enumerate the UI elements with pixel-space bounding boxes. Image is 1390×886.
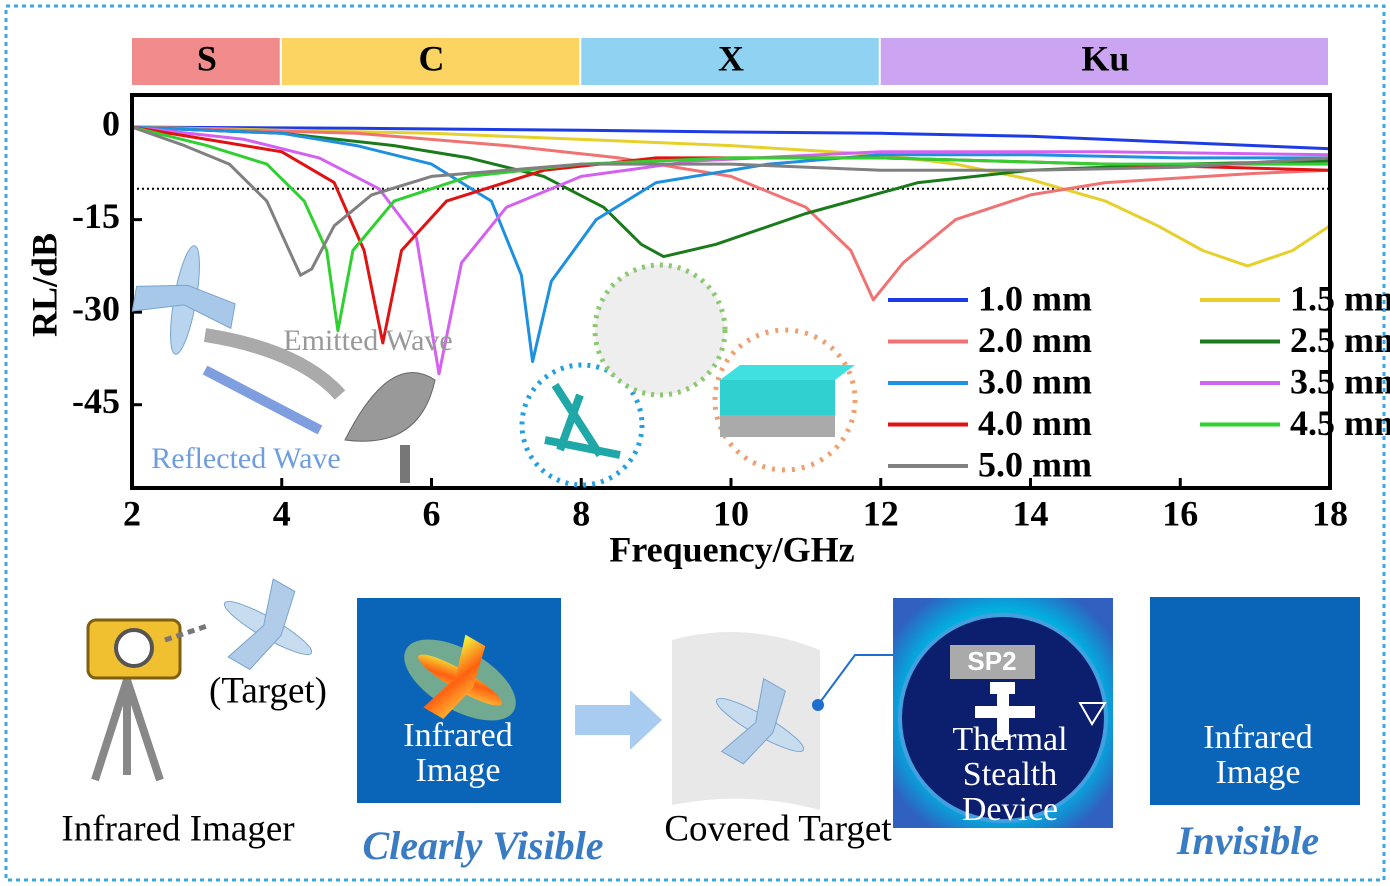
emitted-arrow [203,328,346,400]
y-tick-label: -30 [72,288,120,328]
band [132,38,280,85]
band-label: S [197,38,217,78]
covered-label: Covered Target [664,808,892,849]
image-label: Infrared [1203,719,1312,756]
band-label: Ku [1081,38,1129,78]
x-tick-label: 16 [1162,493,1198,533]
ir-image-right [1150,597,1360,805]
plot-frame [130,93,1332,490]
band-label: X [718,38,744,78]
x-tick-label: 4 [273,493,291,533]
legend-label: 3.0 mm [978,361,1092,401]
y-tick-label: -15 [72,196,120,236]
imager-label: Infrared Imager [61,808,294,849]
dish-icon [344,372,436,483]
y-axis-label: RL/dB [24,233,64,337]
device-label: Stealth [963,756,1057,793]
x-axis-label: Frequency/GHz [609,529,854,569]
legend-label: 4.5 mm [1290,403,1390,443]
series-line [131,125,1330,333]
x-tick-label: 12 [863,493,899,533]
labels: Emitted Wave Reflected Wave Infrared Ima… [61,324,1319,868]
tripod [91,667,164,782]
y-tick-label: 0 [102,103,120,143]
image-label: Image [416,752,501,789]
legend-label: 1.0 mm [978,278,1092,318]
flow-arrow [575,690,662,750]
x-tick-label: 10 [713,493,749,533]
series-line [131,125,1331,376]
inset-circle [519,362,645,488]
band [281,38,580,85]
series-line [131,125,1331,151]
x-tick-label: 8 [572,493,590,533]
x-tick-label: 18 [1312,493,1348,533]
band [581,38,879,85]
legend-label: 3.5 mm [1290,361,1390,401]
device-label: Device [962,791,1058,828]
layer-circle [712,327,858,473]
illustration [86,245,1360,828]
series-line [131,125,1331,259]
legend-label: 2.5 mm [1290,320,1390,360]
series-line [131,125,1331,268]
target-label: (Target) [209,670,327,711]
device-label: Thermal [952,721,1067,758]
series-line [131,125,1331,277]
frame [4,4,1386,882]
x-tick-label: 6 [423,493,441,533]
legend-label: 4.0 mm [978,403,1092,443]
image-label: Infrared [403,717,512,754]
x-tick-label: 14 [1013,493,1049,533]
invisible-label: Invisible [1176,818,1319,863]
chart: S C X Ku 2 4 6 8 10 12 14 16 18 0 -15 -30 -45 Frequency/G… [24,38,1390,569]
band [880,38,1328,85]
graphene-circle [592,262,728,398]
reflected-arrow [202,365,323,435]
sp2-label: SP2 [967,646,1016,676]
cnt-icon [544,382,621,459]
x-tick-label: 2 [123,493,141,533]
y-tick-label: -45 [72,381,120,421]
reflected-label: Reflected Wave [151,442,340,475]
emitted-label: Emitted Wave [283,324,452,357]
band-label: C [419,38,445,78]
series-line [131,125,1331,302]
legend-label: 5.0 mm [978,444,1092,484]
visible-label: Clearly Visible [362,823,603,868]
sp2-box [950,645,1035,679]
airplane-icon [131,245,236,355]
image-label: Image [1216,754,1301,791]
legend-label: 1.5 mm [1290,278,1390,318]
legend-label: 2.0 mm [978,320,1092,360]
airplane-icon [223,578,313,671]
series-line [131,125,1330,363]
